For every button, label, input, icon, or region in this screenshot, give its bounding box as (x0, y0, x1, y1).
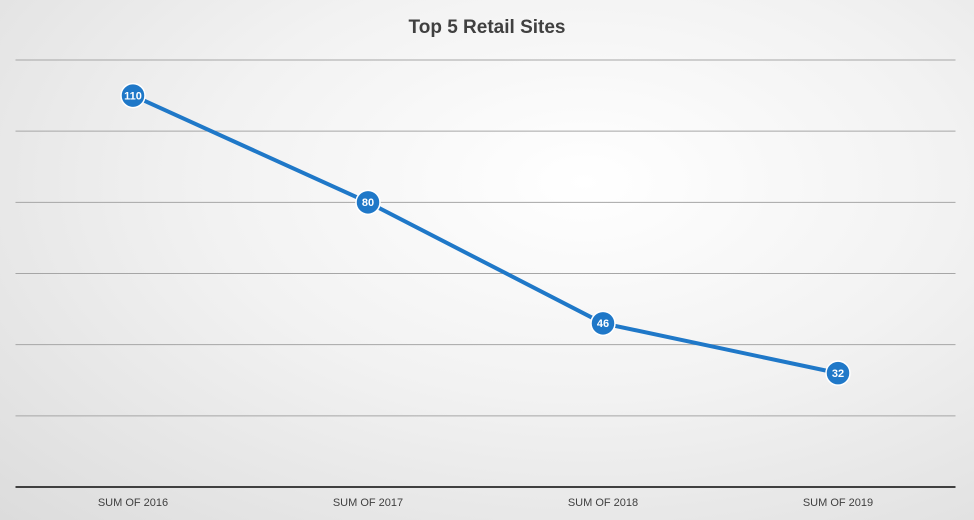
line (132, 93, 839, 376)
x-tick-label: SUM OF 2018 (568, 497, 638, 509)
x-tick-label: SUM OF 2016 (98, 497, 168, 509)
data-label: 46 (597, 318, 609, 330)
x-tick-label: SUM OF 2019 (803, 497, 873, 509)
x-tick-label: SUM OF 2017 (333, 497, 403, 509)
chart-title: Top 5 Retail Sites (409, 17, 566, 38)
data-label: 80 (362, 197, 374, 209)
marker (825, 360, 851, 386)
marker (355, 189, 381, 216)
marker (590, 310, 616, 337)
data-label: 32 (832, 368, 844, 380)
data-label: 110 (124, 90, 142, 102)
marker (120, 82, 146, 109)
